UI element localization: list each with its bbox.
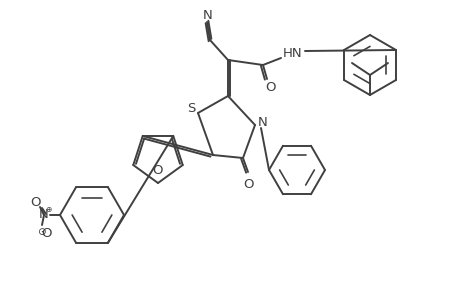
Text: HN: HN xyxy=(283,46,302,59)
Text: N: N xyxy=(39,208,49,221)
Text: O: O xyxy=(243,178,254,190)
Text: O: O xyxy=(42,227,52,241)
Text: ⊙: ⊙ xyxy=(37,227,45,237)
Text: O: O xyxy=(31,196,41,208)
Text: ⊕: ⊕ xyxy=(45,206,51,214)
Text: S: S xyxy=(186,103,195,116)
Text: N: N xyxy=(203,8,213,22)
Text: O: O xyxy=(152,164,163,177)
Text: N: N xyxy=(257,116,267,130)
Text: O: O xyxy=(265,80,276,94)
